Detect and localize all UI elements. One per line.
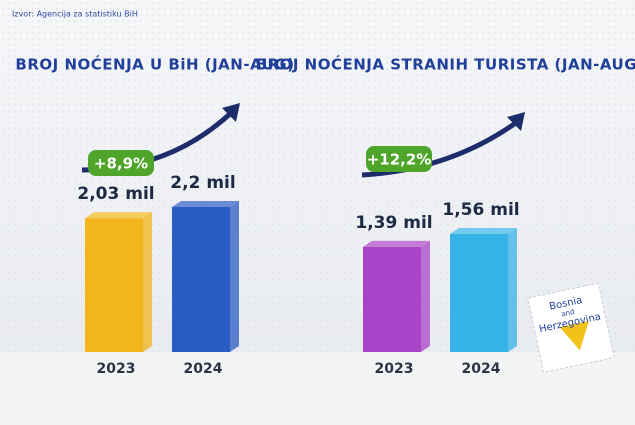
x-tick-label: 2023 bbox=[97, 361, 136, 377]
bar-front bbox=[172, 207, 230, 352]
chart-title: BROJ NOĆENJA STRANIH TURISTA (JAN-AUG) bbox=[256, 55, 635, 74]
value-label: 1,39 mil bbox=[355, 213, 432, 233]
value-label: 1,56 mil bbox=[442, 200, 519, 220]
bar-side bbox=[230, 201, 239, 352]
change-pill bbox=[88, 150, 154, 176]
bar-top bbox=[450, 228, 517, 234]
bar-top bbox=[172, 201, 239, 207]
bar-side bbox=[508, 228, 517, 352]
bar-front bbox=[363, 246, 421, 352]
x-tick-label: 2024 bbox=[462, 361, 501, 377]
arrow-head bbox=[222, 103, 240, 122]
bar-top bbox=[363, 240, 430, 247]
bar-front bbox=[450, 234, 508, 352]
bar-front bbox=[85, 218, 143, 352]
trend-arrow bbox=[361, 119, 519, 178]
chart-title: BROJ NOĆENJA U BiH (JAN-AUG) bbox=[15, 55, 294, 74]
arrow-head bbox=[507, 112, 525, 131]
x-tick-label: 2024 bbox=[184, 361, 223, 377]
stamp-text: and bbox=[561, 308, 576, 319]
bar-side bbox=[143, 212, 152, 352]
value-label: 2,2 mil bbox=[170, 173, 235, 193]
bar-side bbox=[421, 240, 430, 352]
stamp: Bosnia and Herzegovina bbox=[527, 282, 615, 374]
stamp-triangle bbox=[559, 320, 589, 351]
change-label: +12,2% bbox=[367, 151, 432, 169]
bar-top-shine bbox=[172, 201, 239, 207]
change-pill bbox=[366, 146, 432, 172]
bar-top-shine bbox=[450, 228, 517, 234]
bar-top-shine bbox=[363, 240, 430, 247]
value-label: 2,03 mil bbox=[77, 184, 154, 204]
source: Izvor: Agencija za statistiku BiH bbox=[12, 10, 138, 19]
floor bbox=[0, 352, 635, 425]
x-tick-label: 2023 bbox=[375, 361, 414, 377]
bar-top-shine bbox=[85, 212, 152, 219]
change-label: +8,9% bbox=[94, 155, 148, 173]
bar-top bbox=[85, 212, 152, 219]
